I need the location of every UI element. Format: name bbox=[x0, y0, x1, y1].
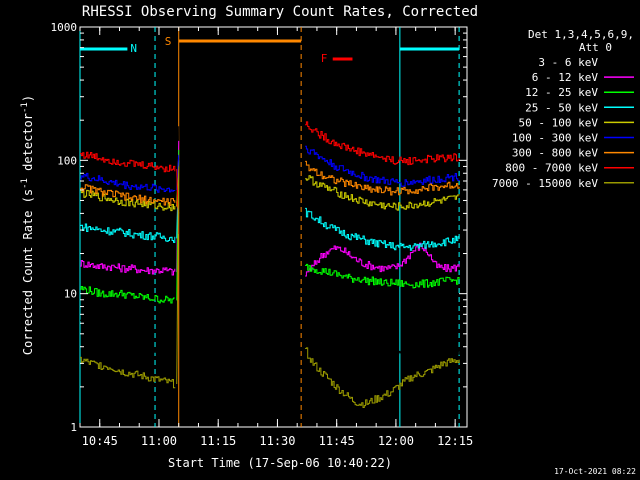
x-axis-label: Start Time (17-Sep-06 10:40:22) bbox=[168, 456, 392, 470]
legend: Det 1,3,4,5,6,9, Att 0 3 - 6 keV 6 - 12 k… bbox=[492, 28, 634, 190]
plot-area: N S F bbox=[79, 26, 468, 428]
series-line-post bbox=[305, 263, 460, 289]
series-line-post bbox=[305, 347, 460, 408]
y-axis-label: Corrected Count Rate (s-1 detector-1) bbox=[20, 95, 35, 355]
x-axis: 10:45 11:00 11:15 11:30 11:45 12:00 12:15 bbox=[79, 27, 473, 448]
flare-label: F bbox=[321, 52, 328, 65]
y-axis-label-exp2: -1 bbox=[20, 102, 30, 113]
x-tick-label: 11:45 bbox=[319, 434, 355, 448]
x-tick-label: 12:15 bbox=[437, 434, 473, 448]
series-line-pre bbox=[80, 223, 176, 243]
series-line-pre bbox=[80, 319, 176, 360]
series-line-pre bbox=[80, 151, 176, 173]
legend-items: 3 - 6 keV 6 - 12 keV 12 - 25 keV 25 - 50 ke… bbox=[492, 56, 634, 190]
series-line-pre bbox=[80, 260, 176, 276]
series-line-pre bbox=[80, 286, 175, 304]
y-tick-label: 1000 bbox=[51, 21, 78, 34]
legend-item-label: 6 - 12 keV bbox=[532, 71, 599, 84]
y-axis-label-main: Corrected Count Rate (s bbox=[21, 189, 35, 355]
y-axis: 1 10 100 1000 bbox=[51, 21, 467, 434]
series-line-post bbox=[305, 160, 460, 196]
x-tick-label: 11:30 bbox=[259, 434, 295, 448]
x-tick-label: 12:00 bbox=[378, 434, 414, 448]
legend-item-label: 25 - 50 keV bbox=[525, 101, 598, 114]
y-tick-label: 100 bbox=[57, 154, 77, 167]
night-label: N bbox=[130, 42, 137, 55]
legend-item-label: 50 - 100 keV bbox=[519, 116, 599, 129]
x-tick-label: 11:00 bbox=[141, 434, 177, 448]
legend-item-label: 300 - 800 keV bbox=[512, 147, 598, 160]
legend-item-label: 7000 - 15000 keV bbox=[492, 177, 598, 190]
y-tick-label: 1 bbox=[70, 421, 77, 434]
series-line-post bbox=[305, 145, 460, 187]
series-spike bbox=[176, 166, 180, 385]
series-line-pre bbox=[80, 189, 176, 212]
series-line-post bbox=[305, 242, 460, 277]
y-axis-label-end: ) bbox=[21, 95, 35, 102]
series-line-post bbox=[305, 175, 460, 211]
series-line-pre bbox=[80, 184, 176, 206]
legend-item-label: 800 - 7000 keV bbox=[505, 162, 598, 175]
x-tick-label: 11:15 bbox=[200, 434, 236, 448]
series-line-post bbox=[305, 121, 460, 166]
series-line-post bbox=[305, 207, 460, 251]
y-axis-label-exp1: -1 bbox=[20, 178, 30, 189]
y-tick-label: 10 bbox=[64, 288, 77, 301]
legend-item-label: 100 - 300 keV bbox=[512, 132, 598, 145]
generation-timestamp: 17-Oct-2021 08:22 bbox=[554, 467, 636, 476]
saa-label: S bbox=[165, 35, 172, 48]
series-line-pre bbox=[80, 356, 176, 389]
y-axis-label-mid: detector bbox=[21, 113, 35, 178]
series-line-pre bbox=[80, 172, 176, 193]
legend-item-label: 12 - 25 keV bbox=[525, 86, 598, 99]
chart-title: RHESSI Observing Summary Count Rates, Co… bbox=[82, 4, 478, 20]
series-line-post bbox=[305, 275, 460, 359]
legend-header-attenuator: Att 0 bbox=[579, 41, 612, 54]
legend-header-detectors: Det 1,3,4,5,6,9, bbox=[528, 28, 634, 41]
x-tick-label: 10:45 bbox=[82, 434, 118, 448]
legend-item-label: 3 - 6 keV bbox=[538, 56, 598, 69]
